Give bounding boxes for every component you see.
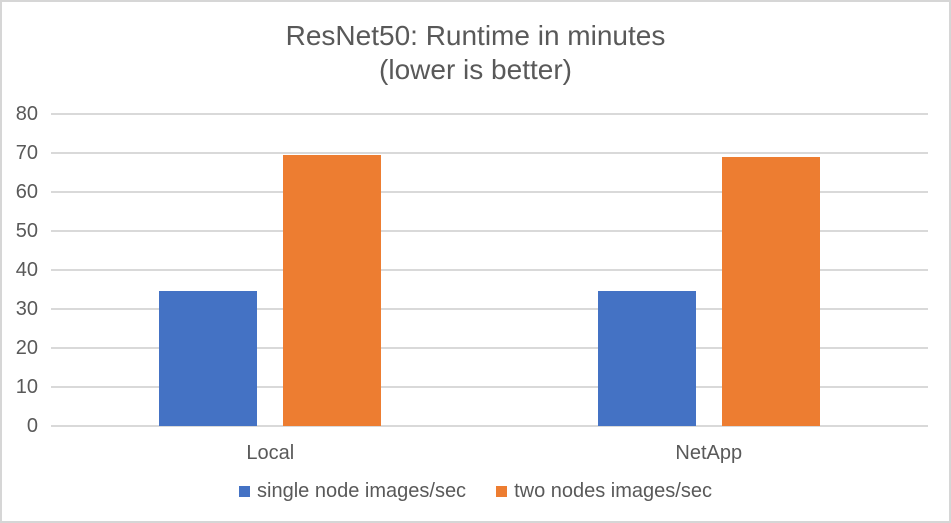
bar-two-nodes-images-sec-netapp (721, 156, 820, 426)
bar-single-node-images-sec-netapp (597, 291, 696, 426)
y-tick-label-60: 60 (15, 181, 38, 203)
y-tick-label-20: 20 (15, 337, 38, 359)
legend-label: single node images/sec (257, 480, 467, 502)
legend-swatch-icon (496, 486, 508, 497)
chart-subtitle: (lower is better) (379, 54, 572, 85)
legend-swatch-icon (239, 486, 251, 497)
y-tick-label-70: 70 (15, 142, 38, 164)
bar-single-node-images-sec-local (159, 291, 258, 426)
y-tick-label-40: 40 (15, 259, 38, 281)
y-tick-label-10: 10 (15, 376, 38, 398)
legend-label: two nodes images/sec (514, 480, 712, 502)
gridline (51, 308, 928, 310)
gridline (51, 269, 928, 271)
gridline (51, 152, 928, 154)
bar-two-nodes-images-sec-local (283, 154, 382, 426)
gridline (51, 386, 928, 388)
x-category-label-local: Local (246, 442, 295, 464)
y-tick-label-30: 30 (15, 298, 38, 320)
legend-item-single-node-images-sec: single node images/sec (239, 480, 466, 503)
chart-title-block: ResNet50: Runtime in minutes (lower is b… (2, 19, 949, 87)
x-category-label-netapp: NetApp (675, 442, 743, 464)
y-tick-label-0: 0 (26, 415, 38, 437)
legend: single node images/sec two nodes images/s… (2, 480, 949, 503)
y-tick-label-50: 50 (15, 220, 38, 242)
legend-item-two-nodes-images-sec: two nodes images/sec (496, 480, 712, 503)
gridline (51, 230, 928, 232)
gridline (51, 347, 928, 349)
gridline (51, 113, 928, 115)
x-axis-line (51, 425, 928, 427)
gridline (51, 191, 928, 193)
chart-title: ResNet50: Runtime in minutes (285, 20, 666, 51)
y-tick-label-80: 80 (15, 103, 38, 125)
